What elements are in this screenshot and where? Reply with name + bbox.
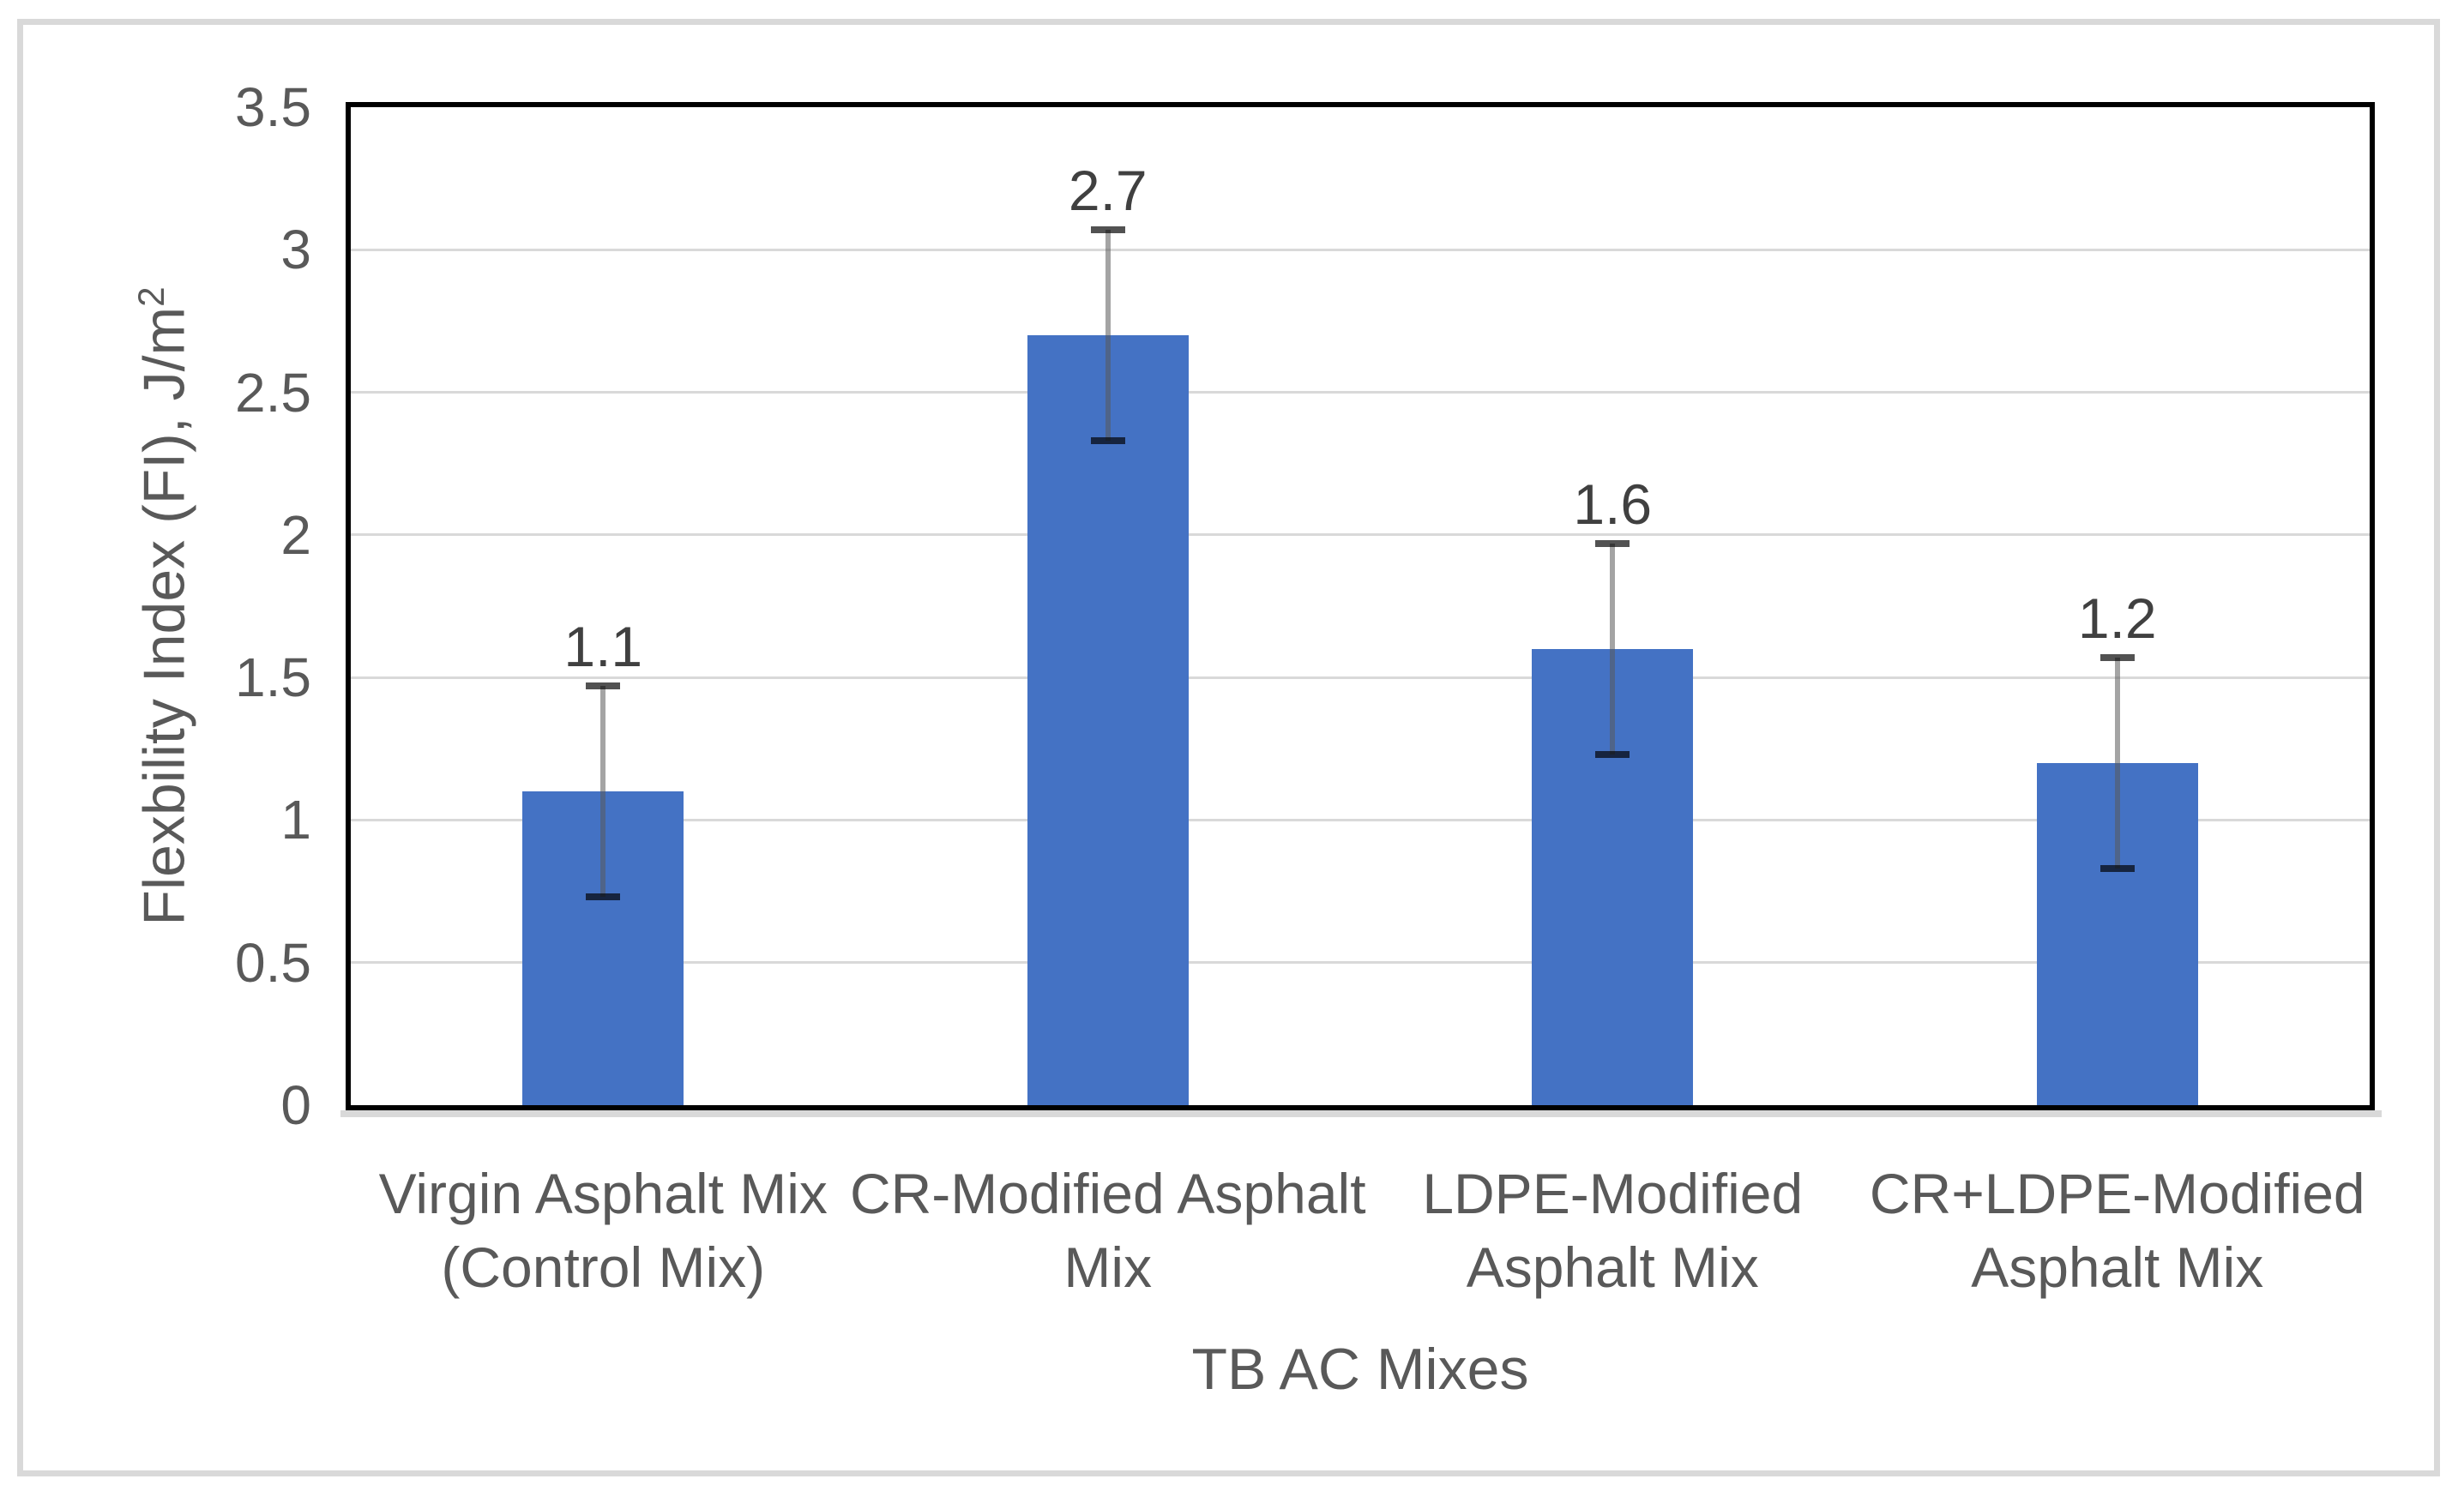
y-axis-tick-label: 1 — [280, 789, 311, 851]
data-label: 2.7 — [1068, 159, 1148, 222]
bar-chart: Flexbility Index (FI), J/m2 TB AC Mixes … — [6, 6, 2464, 1503]
error-bar-cap-bottom — [586, 893, 621, 901]
x-category-label-line: CR+LDPE-Modified — [1869, 1162, 2365, 1225]
plot-area — [346, 102, 2375, 1110]
data-label: 1.6 — [1573, 472, 1653, 536]
error-bar-cap-top — [586, 682, 621, 690]
error-bar-cap-bottom — [1595, 750, 1630, 758]
x-category-label-line: CR-Modified Asphalt — [849, 1162, 1366, 1225]
x-category-label: CR-Modified Asphalt Mix — [834, 1157, 1383, 1304]
data-label: 1.2 — [2077, 586, 2157, 650]
x-category-label: LDPE-Modified Asphalt Mix — [1338, 1157, 1887, 1304]
y-axis-tick-label: 3.5 — [235, 76, 311, 138]
x-category-label-line: Virgin Asphalt Mix — [378, 1162, 828, 1225]
x-category-label: CR+LDPE-Modified Asphalt Mix — [1843, 1157, 2392, 1304]
gridline — [351, 961, 2370, 965]
error-bar-stem — [2114, 657, 2120, 869]
x-category-label-line: Mix — [1063, 1235, 1153, 1299]
error-bar-stem — [600, 686, 606, 898]
gridline — [351, 676, 2370, 679]
error-bar-stem — [1610, 543, 1616, 755]
error-bar-cap-top — [2100, 653, 2135, 661]
gridline — [351, 533, 2370, 537]
data-label: 1.1 — [563, 615, 643, 679]
chart-dynamic-layer: 3.5 3 2.5 2 1.5 1 0.5 0 1.1 Virgin Asphalt Mix (Co… — [6, 6, 2464, 1503]
error-bar-cap-top — [1595, 539, 1630, 547]
x-category-label: Virgin Asphalt Mix (Control Mix) — [328, 1157, 877, 1304]
x-axis-line — [340, 1110, 2382, 1117]
error-bar-cap-bottom — [2100, 864, 2135, 872]
x-axis-title: TB AC Mixes — [1191, 1337, 1529, 1402]
error-bar-stem — [1105, 230, 1111, 442]
gridline — [351, 248, 2370, 251]
error-bar-cap-top — [1090, 226, 1125, 233]
gridline — [351, 391, 2370, 394]
gridline — [351, 818, 2370, 821]
x-category-label-line: Asphalt Mix — [1971, 1235, 2264, 1299]
y-axis-tick-label: 2.5 — [235, 361, 311, 424]
y-axis-tick-label: 0.5 — [235, 931, 311, 994]
y-axis-tick-label: 2 — [280, 503, 311, 566]
x-category-label-line: Asphalt Mix — [1466, 1235, 1759, 1299]
error-bar-cap-bottom — [1090, 437, 1125, 445]
x-category-label-line: (Control Mix) — [441, 1235, 766, 1299]
y-axis-tick-label: 0 — [280, 1074, 311, 1136]
y-axis-tick-label: 1.5 — [235, 646, 311, 709]
x-category-label-line: LDPE-Modified — [1422, 1162, 1804, 1225]
figure-border: Flexbility Index (FI), J/m2 TB AC Mixes … — [17, 19, 2440, 1476]
y-axis-tick-label: 3 — [280, 219, 311, 281]
bar-2 — [1027, 335, 1189, 1105]
